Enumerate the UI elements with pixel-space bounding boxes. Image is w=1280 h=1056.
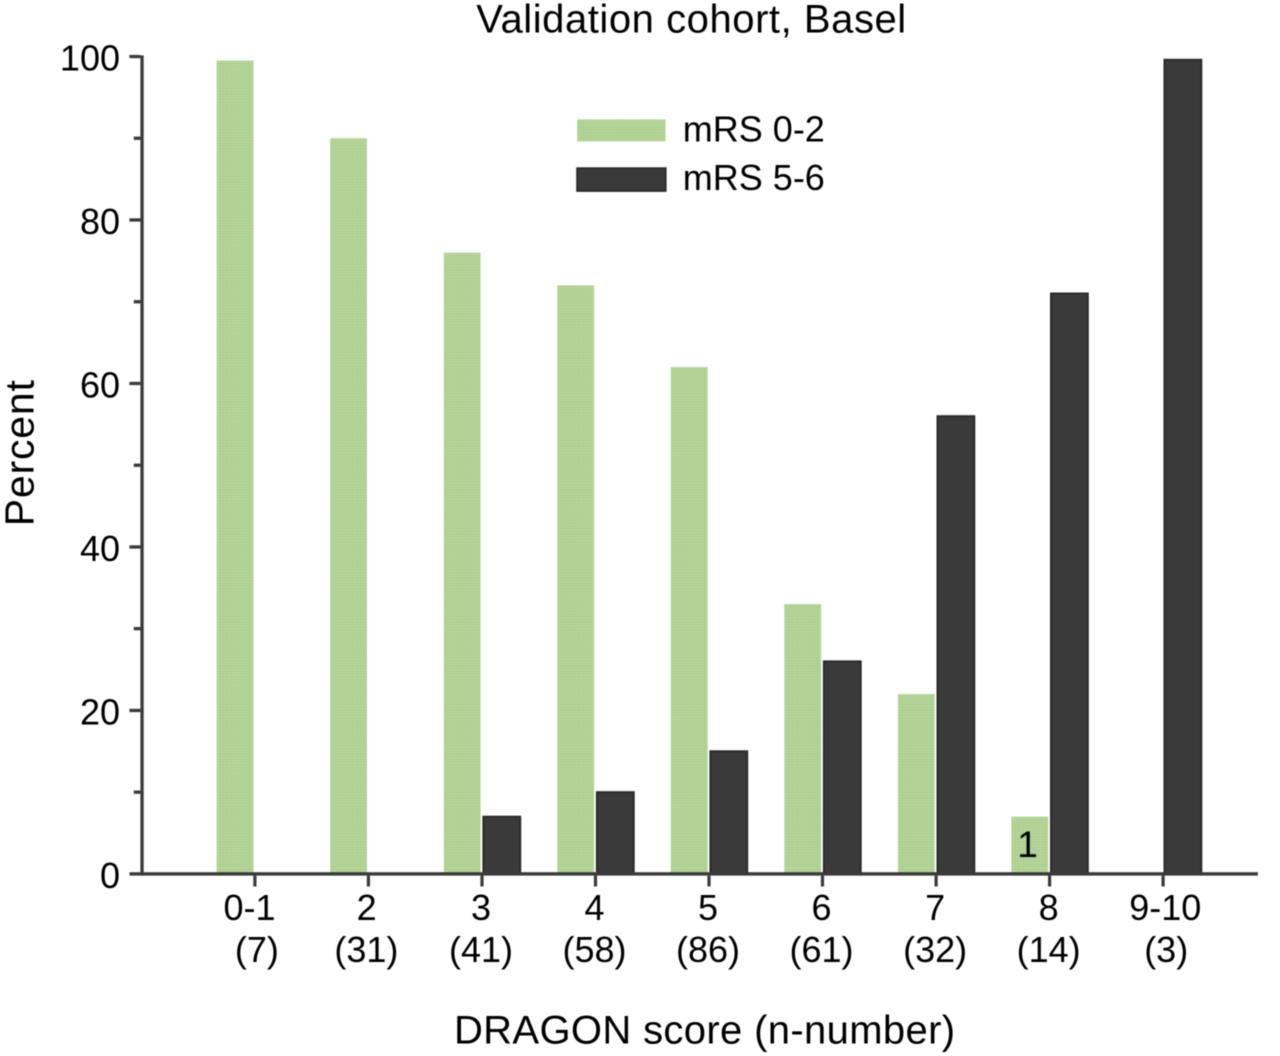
svg-text:8: 8 bbox=[1039, 887, 1059, 928]
svg-text:(3): (3) bbox=[1144, 929, 1188, 970]
svg-text:0: 0 bbox=[100, 855, 120, 896]
svg-text:(86): (86) bbox=[676, 929, 740, 970]
svg-text:6: 6 bbox=[811, 887, 831, 928]
svg-text:5: 5 bbox=[698, 887, 718, 928]
svg-text:80: 80 bbox=[80, 201, 120, 242]
svg-text:2: 2 bbox=[357, 887, 377, 928]
svg-text:4: 4 bbox=[584, 887, 604, 928]
svg-text:100: 100 bbox=[60, 38, 120, 79]
svg-text:20: 20 bbox=[80, 692, 120, 733]
svg-text:1: 1 bbox=[1017, 824, 1038, 865]
svg-text:(32): (32) bbox=[903, 929, 967, 970]
svg-text:mRS 5-6: mRS 5-6 bbox=[683, 157, 825, 198]
svg-text:(41): (41) bbox=[449, 929, 513, 970]
svg-text:40: 40 bbox=[80, 528, 120, 569]
svg-text:(61): (61) bbox=[789, 929, 853, 970]
svg-text:(14): (14) bbox=[1017, 929, 1081, 970]
svg-text:60: 60 bbox=[80, 365, 120, 406]
svg-text:Percent: Percent bbox=[0, 379, 43, 526]
svg-text:7: 7 bbox=[925, 887, 945, 928]
svg-text:9-10: 9-10 bbox=[1129, 887, 1201, 928]
svg-text:(31): (31) bbox=[334, 929, 398, 970]
svg-text:(7): (7) bbox=[235, 929, 279, 970]
svg-text:DRAGON score (n-number): DRAGON score (n-number) bbox=[454, 1009, 956, 1053]
svg-text:(58): (58) bbox=[562, 929, 626, 970]
svg-text:mRS 0-2: mRS 0-2 bbox=[683, 108, 825, 149]
svg-text:3: 3 bbox=[471, 887, 491, 928]
svg-text:0-1: 0-1 bbox=[223, 887, 275, 928]
svg-text:Validation cohort, Basel: Validation cohort, Basel bbox=[476, 0, 907, 42]
